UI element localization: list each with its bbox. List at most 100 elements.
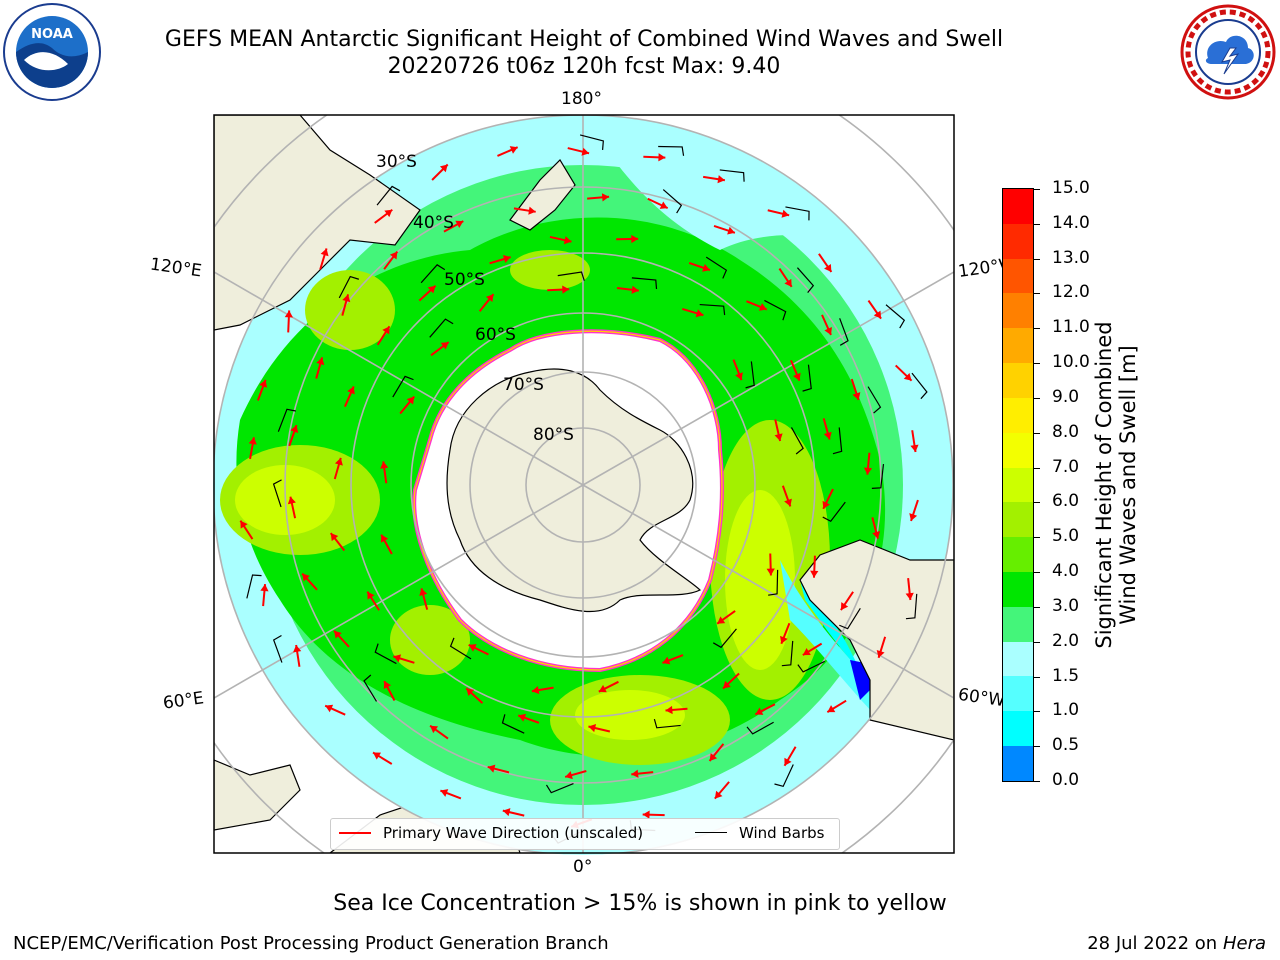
colorbar-tick: [1034, 572, 1040, 574]
wave-direction-arrowhead: [468, 644, 477, 652]
colorbar-tick: [1034, 293, 1040, 295]
footer-date: 28 Jul 2022 on Hera: [1087, 933, 1266, 954]
wave-direction-arrowhead: [509, 146, 518, 154]
wind-barb: [246, 574, 262, 599]
colorbar-tick-label: 3.0: [1052, 595, 1080, 616]
colorbar-label-line1: Significant Height of Combined: [1092, 321, 1116, 649]
wave-direction-arrowhead: [393, 654, 402, 663]
wind-barb: [374, 643, 397, 665]
wave-direction-arrowhead: [502, 808, 511, 817]
wave-direction-arrowhead: [334, 630, 342, 639]
wave-direction-arrowhead: [784, 278, 792, 287]
lat-label-70s: 70°S: [503, 375, 544, 395]
wind-barb-legend-label: Wind Barbs: [739, 824, 825, 842]
wave-direction-arrowhead: [485, 294, 494, 302]
colorbar-tick-label: 12.0: [1052, 282, 1090, 303]
wave-direction-arrowhead: [320, 248, 329, 257]
wind-barb: [796, 267, 815, 294]
noaa-logo: NOAA: [3, 3, 101, 101]
wave-direction-arrowhead: [380, 461, 389, 469]
wind-barb: [832, 427, 843, 455]
wind-barb: [774, 764, 794, 788]
wave-direction-arrowhead: [631, 285, 639, 294]
footer-date-text: 28 Jul 2022 on: [1087, 933, 1223, 954]
wind-barb: [557, 271, 585, 281]
wave-direction-arrowhead: [419, 588, 428, 597]
wind-barb: [839, 318, 849, 346]
wave-direction-arrowhead: [518, 713, 527, 722]
wave-direction-arrowhead: [781, 209, 790, 218]
colorbar-band: [1003, 189, 1033, 224]
colorbar-tick: [1034, 676, 1040, 678]
wave-direction-arrowhead: [302, 573, 310, 582]
wave-direction-arrowhead: [631, 769, 639, 778]
wave-direction-swatch: [339, 832, 371, 834]
wave-direction-arrowhead: [588, 724, 597, 733]
map-legend: Primary Wave Direction (unscaled) Wind B…: [330, 818, 840, 850]
wave-direction-arrowhead: [259, 379, 268, 388]
colorbar-tick: [1034, 467, 1040, 469]
wind-barb: [802, 364, 812, 392]
wave-direction-arrowhead: [581, 147, 590, 156]
wave-direction-arrowhead: [384, 209, 393, 218]
lat-label-30s: 30°S: [376, 152, 417, 172]
colorbar-tick-label: 13.0: [1052, 247, 1090, 268]
wave-direction-arrowhead: [827, 705, 836, 713]
wind-barb: [449, 637, 472, 660]
colorbar-tick: [1034, 189, 1040, 190]
wave-direction-arrowhead: [658, 153, 666, 162]
wave-direction-arrowhead: [852, 392, 861, 400]
wind-barb: [905, 593, 918, 620]
colorbar-tick-label: 6.0: [1052, 491, 1080, 512]
wave-direction-arrowhead: [325, 704, 334, 713]
lat-label-60s: 60°S: [475, 325, 516, 345]
map-frame: [213, 114, 955, 854]
wave-direction-arrowhead: [347, 386, 355, 395]
wave-direction-arrowhead: [284, 310, 293, 318]
wind-barb: [764, 299, 787, 321]
colorbar-tick: [1034, 502, 1040, 504]
wave-direction-arrowhead: [330, 533, 339, 542]
colorbar-tick: [1034, 746, 1040, 748]
wave-direction-arrowhead: [810, 570, 819, 578]
wave-direction-arrowhead: [910, 444, 919, 452]
wind-barb: [911, 372, 928, 400]
svg-text:NOAA: NOAA: [31, 27, 73, 42]
wave-direction-arrowhead: [260, 584, 269, 592]
colorbar-band: [1003, 502, 1033, 538]
wind-barb: [579, 134, 604, 150]
colorbar-tick-label: 8.0: [1052, 421, 1080, 442]
wind-barb: [719, 169, 745, 182]
colorbar-tick: [1034, 223, 1040, 225]
wave-direction-arrowhead: [293, 644, 302, 653]
wind-barb: [785, 206, 810, 221]
colorbar-tick-label: 0.0: [1052, 770, 1080, 790]
wave-direction-arrowhead: [824, 326, 832, 335]
lat-label-80s: 80°S: [533, 425, 574, 445]
wind-barb: [363, 674, 378, 702]
wind-barb: [653, 718, 681, 729]
wave-direction-arrowhead: [367, 591, 375, 600]
wave-direction-arrowhead: [774, 433, 783, 442]
colorbar-tick-label: 5.0: [1052, 526, 1080, 547]
wave-direction-arrowhead: [662, 656, 671, 665]
wind-barb: [376, 185, 401, 206]
wind-barb: [272, 634, 283, 663]
wave-direction-arrowhead: [780, 635, 788, 644]
colorbar-tick: [1034, 328, 1040, 330]
colorbar-tick-label: 11.0: [1052, 317, 1090, 338]
wave-direction-arrowhead: [406, 396, 415, 405]
wave-direction-arrowhead: [873, 310, 882, 319]
wind-barb: [712, 628, 737, 649]
wave-direction-arrowhead: [823, 431, 832, 440]
wave-direction-arrowhead: [248, 437, 257, 445]
wave-direction-arrowhead: [440, 342, 449, 350]
lon-label-180: 180°: [561, 89, 602, 109]
wave-direction-arrowhead: [717, 175, 725, 184]
colorbar-tick-label: 1.0: [1052, 700, 1080, 721]
wind-barb: [797, 660, 825, 673]
wave-direction-arrowhead: [334, 457, 343, 466]
wind-barb: [871, 463, 885, 490]
wave-direction-arrowhead: [822, 500, 830, 509]
graticule: [214, 115, 954, 853]
